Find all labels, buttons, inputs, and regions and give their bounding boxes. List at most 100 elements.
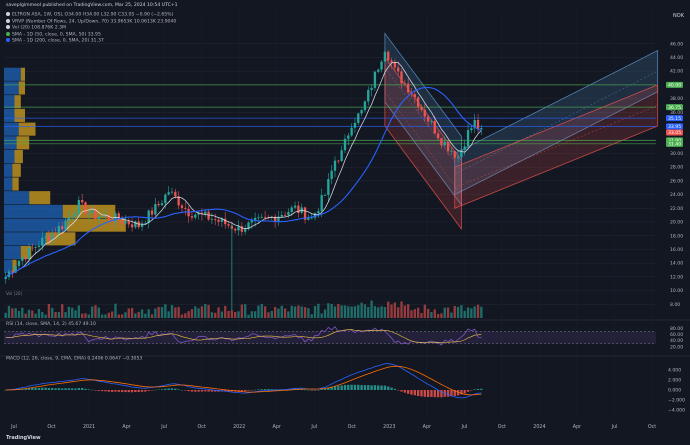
candle-body [240, 226, 244, 232]
volume-bar [283, 308, 287, 318]
volume-bar [300, 306, 303, 318]
volume-profile-bar [67, 218, 126, 232]
time-tick-label: 2022 [233, 424, 245, 430]
price-tick-label: 22.00 [670, 206, 683, 212]
macd-histogram-bar [363, 385, 367, 390]
macd-histogram-bar [383, 385, 387, 390]
legend-line[interactable]: ELTRON ASA, 1W, OSL O34.00 H34.00 L32.90… [6, 12, 173, 19]
time-tick-label: Jul [460, 424, 467, 430]
macd-histogram-bar [71, 388, 74, 390]
macd-histogram-bar [473, 389, 476, 390]
candle-body [407, 83, 410, 93]
volume-bar [340, 305, 343, 318]
candle-body [21, 257, 24, 261]
macd-histogram-bar [27, 387, 31, 390]
volume-bar [134, 313, 137, 318]
volume-bar [224, 305, 227, 318]
volume-bar [436, 313, 440, 318]
volume-bar [187, 311, 190, 318]
macd-histogram-bar [317, 389, 320, 391]
macd-histogram-bar [353, 384, 357, 390]
time-tick-label: Jul [160, 424, 167, 430]
macd-histogram-bar [140, 390, 144, 392]
tradingview-logo[interactable]: TradingView [6, 435, 41, 441]
candle-body [393, 62, 397, 68]
legend-line[interactable]: SMA - 1D (50, close, 0, SMA, 50) 33.95 [6, 31, 101, 39]
macd-histogram-bar [320, 389, 323, 390]
macd-histogram-bar [267, 389, 270, 390]
volume-bar [466, 307, 470, 318]
volume-bar [480, 306, 483, 318]
candle-body [283, 214, 287, 216]
macd-histogram-bar [466, 390, 470, 392]
macd-histogram-bar [337, 385, 340, 390]
macd-histogram-bar [446, 390, 450, 397]
candle-body [440, 138, 443, 146]
candle-body [4, 276, 7, 280]
candle-body [433, 121, 436, 134]
macd-histogram-bar [47, 388, 51, 390]
volume-bar [144, 313, 147, 318]
macd-histogram-bar [430, 390, 433, 397]
candle-body [94, 210, 97, 220]
volume-bar [180, 314, 184, 318]
time-tick-label: Oct [47, 424, 55, 430]
horizontal-levels [4, 84, 656, 145]
macd-histogram-bar [380, 385, 383, 390]
candle-body [204, 211, 207, 215]
volume-bar [287, 311, 290, 318]
price-tag-label: 33.05 [668, 130, 681, 136]
volume-bar [267, 312, 270, 318]
macd-histogram-bar [207, 390, 210, 392]
candle-body [51, 233, 54, 241]
volume-profile-bar [4, 136, 17, 150]
legend-text: SMA - 1D (50, close, 0, SMA, 50) 33.95 [12, 32, 101, 37]
macd-histogram-bar [476, 388, 480, 390]
macd-histogram-bar [240, 390, 244, 392]
candle-body [167, 192, 170, 195]
legend-line[interactable]: SMA - 1D (200, close, 0, SMA, 20) 31.37 [6, 38, 104, 45]
volume-bar [230, 310, 234, 318]
volume-bar [57, 312, 61, 318]
volume-bar [280, 305, 283, 318]
time-tick-label: Apr [573, 424, 581, 430]
candle-body [180, 205, 184, 208]
legend-dot-icon [6, 18, 10, 23]
macd-histogram-bar [44, 387, 47, 390]
time-axis[interactable]: Jul Oct 2021 Apr Jul Oct 2022 Apr Jul Oct 2023 Apr J… [10, 424, 656, 430]
candle-body [423, 109, 426, 117]
candle-body [377, 69, 380, 72]
candle-body [41, 237, 44, 246]
macd-histogram-bar [194, 390, 197, 392]
legend-line[interactable]: VRVP (Number Of Rows, 24, Up/Down, 70) 3… [6, 18, 176, 26]
macd-histogram-bar [244, 390, 247, 392]
candle-body [124, 220, 127, 224]
volume-bar [430, 311, 433, 318]
macd-histogram-bar [260, 389, 263, 390]
grid-lines [4, 10, 656, 420]
volume-profile-bar [4, 163, 13, 177]
candle-body [453, 151, 456, 158]
macd-histogram-bar [94, 390, 97, 391]
macd-histogram-bar [184, 390, 187, 391]
macd-histogram-bar [360, 385, 363, 390]
macd-histogram-bar [393, 388, 397, 390]
candle-body [74, 213, 77, 217]
macd-tick-label: −2.000 [668, 398, 685, 404]
legend-line[interactable]: Vol (20) 108.876K 2.3M [6, 25, 66, 32]
macd-histogram-bar [154, 389, 157, 391]
macd-histogram-bar [423, 390, 426, 397]
volume-bar [227, 310, 230, 318]
volume-bar [357, 305, 360, 318]
candle-body [130, 224, 134, 228]
macd-histogram-bar [90, 389, 94, 391]
macd-histogram-bar [436, 390, 440, 398]
volume-bar [247, 314, 250, 318]
candle-body [253, 218, 257, 221]
candle-body [267, 217, 270, 218]
currency-label[interactable]: NOK [673, 13, 684, 19]
volume-bar [100, 314, 104, 318]
candle-body [343, 138, 347, 151]
time-tick-label: Oct [348, 424, 356, 430]
